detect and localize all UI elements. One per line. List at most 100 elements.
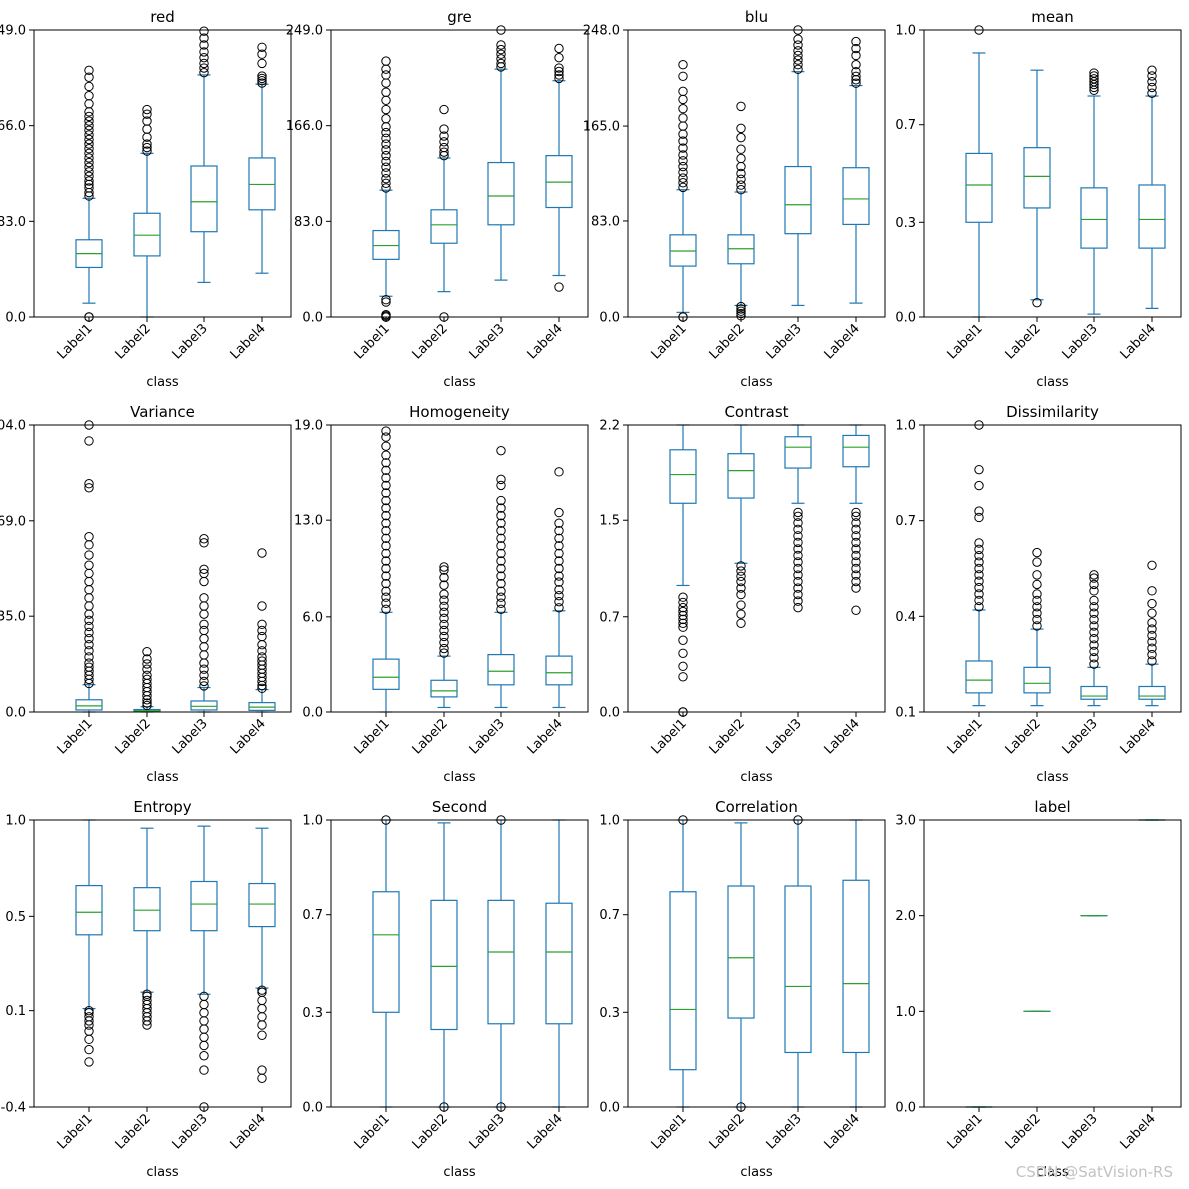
x-tick-label: Label1: [945, 716, 986, 757]
y-tick-label: 0.7: [599, 908, 620, 923]
box-iqr: [430, 209, 458, 244]
outlier-point: [678, 592, 688, 602]
outlier-point: [199, 991, 209, 1001]
y-tick-label: 469.0: [0, 514, 26, 529]
subplot-homogeneity: Homogeneity 0.0 6.0 13.0 19.0 Label1 Label2 Lab…: [294, 403, 589, 785]
watermark: CSDN @SatVision-RS: [1015, 1163, 1173, 1181]
outlier-point: [142, 698, 152, 708]
outlier-point: [199, 67, 209, 78]
box-label3: [487, 25, 515, 281]
outlier-point: [439, 142, 449, 153]
x-tick-label: Label1: [55, 321, 96, 362]
y-tick-label: 0.3: [599, 1006, 620, 1021]
outlier-point: [439, 124, 449, 134]
outlier-point: [851, 605, 861, 615]
outlier-point: [84, 176, 94, 186]
outlier-point: [381, 78, 391, 88]
outlier-point: [496, 526, 506, 536]
outlier-point: [736, 618, 746, 628]
axes-frame: [33, 424, 292, 713]
x-axis-label: class: [1036, 770, 1068, 785]
outlier-point: [1032, 297, 1042, 308]
outlier-point: [84, 1044, 94, 1055]
outlier-point: [84, 479, 94, 489]
outlier-point: [381, 162, 391, 172]
box-iqr: [487, 653, 515, 686]
y-tick-label: 0.0: [599, 706, 620, 721]
outlier-point: [1147, 71, 1157, 81]
outlier-point: [736, 304, 746, 314]
outlier-point: [496, 541, 506, 551]
outlier-point: [974, 544, 984, 555]
outlier-point: [142, 146, 152, 156]
outlier-point: [851, 544, 861, 554]
outlier-point: [257, 548, 267, 558]
outlier-point: [736, 153, 746, 164]
outlier-point: [142, 700, 152, 711]
outlier-point: [84, 72, 94, 82]
box-iqr: [727, 453, 755, 499]
box-label3: [487, 445, 515, 709]
outlier-point: [142, 116, 152, 126]
outlier-point: [1089, 653, 1099, 663]
y-tick-label: 0.0: [5, 706, 26, 721]
outlier-point: [678, 86, 688, 97]
y-tick-label: 1.0: [895, 419, 916, 434]
box-label4: [545, 43, 573, 292]
outlier-point: [257, 58, 267, 69]
outlier-point: [678, 143, 688, 153]
outlier-point: [736, 576, 746, 587]
box-iqr: [784, 885, 812, 1054]
outlier-point: [257, 76, 267, 86]
x-tick-label: Label3: [467, 716, 508, 757]
box-label2: [430, 822, 458, 1112]
outlier-point: [851, 563, 861, 574]
outlier-point: [793, 589, 803, 600]
outlier-point: [257, 631, 267, 642]
outlier-point: [678, 94, 688, 105]
outlier-point: [678, 103, 688, 114]
outlier-point: [1089, 640, 1099, 650]
box-iqr: [487, 161, 515, 226]
outlier-point: [439, 565, 449, 575]
x-tick-label: Label3: [764, 321, 805, 362]
outlier-point: [199, 650, 209, 660]
x-tick-label: Label2: [410, 1111, 451, 1152]
outlier-point: [1089, 646, 1099, 657]
x-tick-label: Label4: [228, 321, 269, 362]
outlier-point: [974, 551, 984, 561]
subplot-title: Entropy: [133, 798, 191, 816]
outlier-point: [496, 480, 506, 491]
outlier-point: [974, 557, 984, 567]
outlier-point: [381, 70, 391, 80]
subplot-title: Second: [432, 798, 487, 816]
outlier-point: [439, 625, 449, 636]
outlier-point: [793, 602, 803, 613]
outlier-point: [199, 1032, 209, 1043]
outlier-point: [84, 157, 94, 168]
outlier-point: [84, 1034, 94, 1045]
y-tick-label: 83.0: [0, 215, 26, 230]
outlier-point: [1032, 579, 1042, 590]
outlier-point: [142, 670, 152, 681]
outlier-point: [793, 563, 803, 574]
outlier-point: [84, 568, 94, 579]
outlier-point: [257, 646, 267, 656]
outlier-point: [974, 464, 984, 475]
outlier-point: [199, 676, 209, 687]
outlier-point: [496, 548, 506, 559]
x-tick-label: Label1: [55, 716, 96, 757]
outlier-point: [199, 1040, 209, 1051]
x-tick-label: Label1: [55, 1111, 96, 1152]
outlier-point: [1147, 586, 1157, 596]
outlier-point: [793, 557, 803, 567]
outlier-point: [199, 609, 209, 619]
outlier-point: [554, 282, 564, 292]
x-tick-label: Label4: [822, 321, 863, 362]
outlier-point: [439, 131, 449, 141]
outlier-point: [793, 596, 803, 606]
outlier-point: [84, 153, 94, 163]
box-label3: [190, 534, 218, 713]
outlier-point: [142, 646, 152, 657]
y-tick-label: 0.1: [5, 1004, 26, 1019]
